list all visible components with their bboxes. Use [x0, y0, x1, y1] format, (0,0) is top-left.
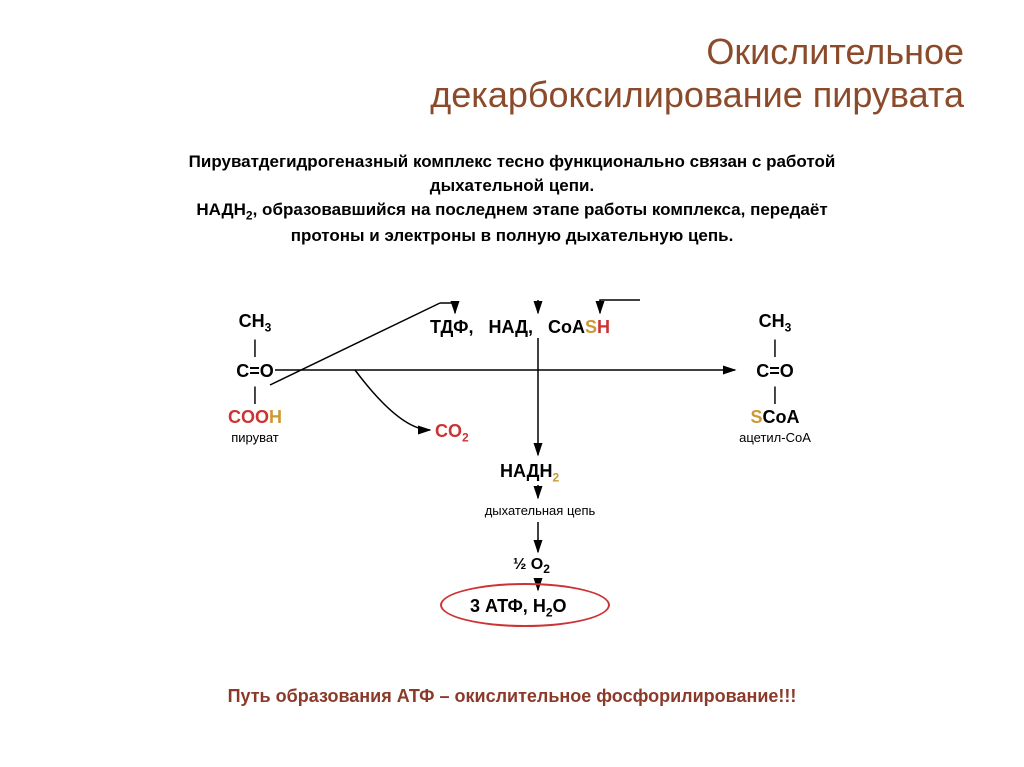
title-line2: декарбоксилирование пирувата: [430, 74, 964, 115]
pyruvate-cooh-h: H: [269, 407, 282, 427]
nadh2-text: НАДН: [500, 461, 553, 481]
pyruvate-ch3: CH: [239, 311, 265, 331]
co2-text: CO: [435, 421, 462, 441]
desc-line3-p1: НАДН: [196, 200, 246, 219]
acetyl-co: C=O: [756, 361, 794, 381]
pyruvate-cooh-c: COO: [228, 407, 269, 427]
oxygen-o: O: [531, 556, 543, 573]
cofactor-tdf: ТДФ,: [430, 317, 474, 337]
oxygen-half: ½: [513, 556, 526, 573]
cofactor-s: S: [585, 317, 597, 337]
desc-line3-p2: , образовавшийся на последнем этапе рабо…: [253, 200, 828, 219]
result-ellipse: [440, 583, 610, 627]
nadh2-label: НАДН2: [500, 460, 559, 486]
acetyl-s: S: [750, 407, 762, 427]
co2-sub: 2: [462, 431, 469, 445]
acetyl-coa: CoA: [763, 407, 800, 427]
title-line1: Окислительное: [706, 31, 964, 72]
co2-label: CO2: [435, 420, 469, 446]
acetyl-ch3: CH: [759, 311, 785, 331]
acetyl-ch3-sub: 3: [785, 321, 792, 335]
pyruvate-ch3-sub: 3: [265, 321, 272, 335]
reaction-diagram: CH3 | C=O | COOH пируват CH3 | C=O | SCo…: [0, 290, 1024, 690]
cofactor-nad: НАД,: [489, 317, 534, 337]
oxygen-label: ½ O2: [513, 555, 550, 578]
arrows-svg: [0, 290, 1024, 690]
nadh2-sub: 2: [553, 471, 560, 485]
footer-conclusion: Путь образования АТФ – окислительное фос…: [0, 686, 1024, 707]
acetylcoa-structure: CH3 | C=O | SCoA: [735, 310, 815, 430]
oxygen-sub: 2: [543, 562, 550, 576]
pyruvate-label: пируват: [215, 430, 295, 445]
slide-title: Окислительное декарбоксилирование пирува…: [430, 30, 964, 116]
pyruvate-structure: CH3 | C=O | COOH: [215, 310, 295, 430]
desc-line4: протоны и электроны в полную дыхательную…: [291, 226, 734, 245]
cofactor-h: H: [597, 317, 610, 337]
description-text: Пируватдегидрогеназный комплекс тесно фу…: [0, 150, 1024, 248]
cofactor-coa: CoA: [548, 317, 585, 337]
desc-line1: Пируватдегидрогеназный комплекс тесно фу…: [189, 152, 836, 171]
acetylcoa-label: ацетил-СоА: [720, 430, 830, 445]
resp-chain-label: дыхательная цепь: [470, 503, 610, 518]
cofactors: ТДФ, НАД, CoASH: [430, 316, 670, 339]
desc-line3-sub: 2: [246, 208, 253, 222]
desc-line2: дыхательной цепи.: [430, 176, 594, 195]
pyruvate-co: C=O: [236, 361, 274, 381]
